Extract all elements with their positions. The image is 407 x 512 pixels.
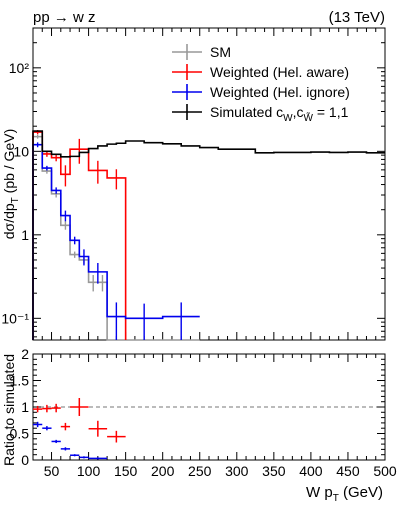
bottom-y-axis: 0 0.5 1 1.5 2 bbox=[10, 346, 385, 468]
top-y-axis-label: dσ/dpT (pb / GeV) bbox=[1, 129, 21, 239]
top-y-tick-label: 1 bbox=[21, 227, 29, 243]
x-label-main: W p bbox=[306, 484, 333, 501]
legend-text-part: = 1,1 bbox=[313, 104, 349, 120]
x-tick-label: 300 bbox=[225, 463, 249, 479]
top-y-tick-label: 10⁻¹ bbox=[1, 310, 29, 326]
x-tick-label: 400 bbox=[299, 463, 323, 479]
bottom-y-axis-label: Ratio to simulated bbox=[1, 354, 17, 466]
top-series-group bbox=[32, 130, 385, 341]
top-y-tick-label: 10 bbox=[13, 143, 29, 159]
legend-label-sim: Simulated cW,cW̃ = 1,1 bbox=[210, 104, 349, 124]
x-label-unit: (GeV) bbox=[339, 484, 383, 501]
bottom-x-axis: 50 100 150 200 250 300 350 400 450 500 bbox=[32, 354, 397, 479]
x-tick-label: 200 bbox=[151, 463, 175, 479]
bottom-y-tick-label: 0 bbox=[21, 452, 29, 468]
top-panel: 10⁻¹ 1 10 10² dσ/dpT (pb / GeV) bbox=[1, 27, 386, 341]
legend: SM Weighted (Hel. aware) Weighted (Hel. ig… bbox=[172, 44, 350, 124]
x-tick-label: 500 bbox=[373, 463, 397, 479]
top-y-label-sub: T bbox=[10, 197, 21, 203]
ratio-series-group bbox=[33, 397, 126, 460]
legend-text-sub: W̃ bbox=[304, 111, 314, 124]
x-axis-label: W pT (GeV) bbox=[306, 484, 383, 504]
series-step-sm bbox=[32, 135, 200, 341]
legend-label-sm: SM bbox=[210, 44, 231, 60]
legend-label-ignore: Weighted (Hel. ignore) bbox=[210, 84, 350, 100]
energy-label: (13 TeV) bbox=[329, 9, 385, 26]
top-y-label-unit: (pb / GeV) bbox=[1, 129, 17, 197]
top-y-label-main: dσ/dp bbox=[1, 203, 17, 239]
bottom-y-tick-label: 1 bbox=[21, 399, 29, 415]
bottom-y-tick-label: 1.5 bbox=[10, 373, 30, 389]
process-label: pp → w z bbox=[33, 9, 96, 26]
x-tick-label: 150 bbox=[114, 463, 138, 479]
legend-text-sub: W bbox=[283, 113, 293, 124]
series-step-sim bbox=[32, 130, 385, 340]
x-tick-label: 350 bbox=[262, 463, 286, 479]
top-y-tick-label: 10² bbox=[9, 60, 30, 76]
bottom-y-tick-label: 0.5 bbox=[10, 426, 30, 442]
x-tick-label: 100 bbox=[77, 463, 101, 479]
x-tick-label: 450 bbox=[336, 463, 360, 479]
series-step-ignore bbox=[32, 143, 200, 340]
legend-text-part: ,c bbox=[293, 104, 304, 120]
x-tick-label: 50 bbox=[44, 463, 60, 479]
bottom-panel: 00.511.52 50 100 150 200 250 300 350 400 450 500 … bbox=[1, 346, 397, 479]
legend-label-aware: Weighted (Hel. aware) bbox=[210, 64, 349, 80]
x-label-sub: T bbox=[333, 493, 339, 504]
bottom-y-tick-label: 2 bbox=[21, 346, 29, 362]
x-tick-label: 250 bbox=[188, 463, 212, 479]
legend-text-part: Simulated c bbox=[210, 104, 283, 120]
